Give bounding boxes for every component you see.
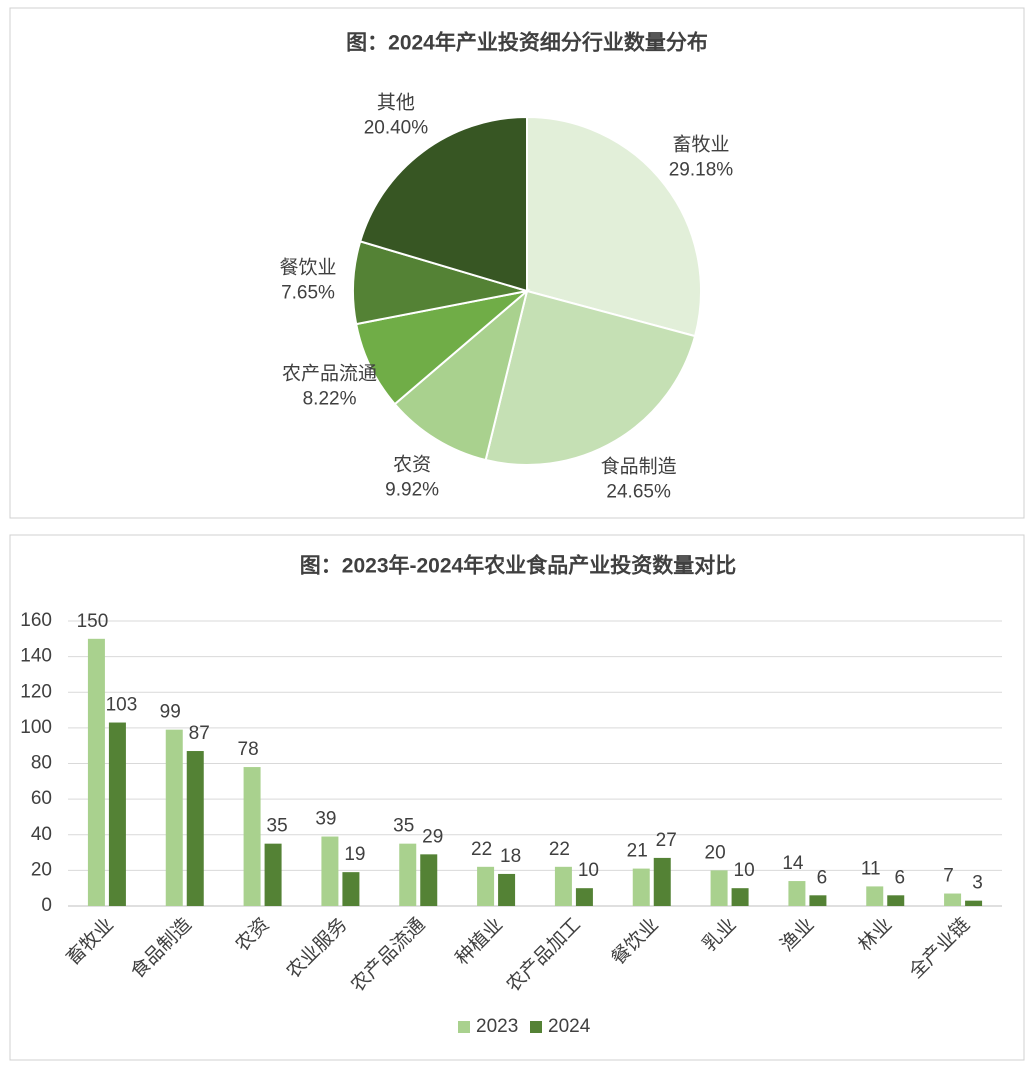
bar-value-label: 22: [549, 839, 570, 860]
y-tick-label: 80: [31, 753, 52, 774]
bar-value-label: 19: [344, 844, 365, 865]
bar-value-label: 78: [238, 739, 259, 760]
pie-slice: [393, 288, 529, 462]
bar-value-label: 27: [656, 830, 677, 851]
y-tick-label: 160: [20, 610, 52, 631]
pie-slice: [358, 115, 528, 293]
bar-value-label: 39: [315, 809, 336, 830]
bar: [632, 868, 650, 906]
pie-slice: [526, 115, 702, 338]
bar-value-label: 35: [393, 816, 414, 837]
slice-value-label: 29.18%: [669, 160, 734, 181]
bar-value-label: 21: [627, 841, 648, 862]
bar: [243, 767, 261, 906]
bar: [477, 866, 495, 906]
slice-label: 畜牧业: [672, 134, 729, 156]
bar-value-label: 11: [861, 858, 881, 879]
bar: [866, 886, 884, 906]
slice-value-label: 8.22%: [303, 388, 357, 409]
bar-value-label: 103: [106, 695, 138, 716]
legend-label: 2024: [548, 1016, 591, 1037]
bar-value-label: 14: [782, 853, 804, 874]
bar-value-label: 7: [943, 866, 954, 887]
bar-value-label: 29: [422, 826, 443, 847]
bar: [399, 843, 417, 906]
bar-value-label: 99: [160, 702, 181, 723]
slice-value-label: 9.92%: [385, 480, 439, 501]
slice-label: 农资: [393, 454, 431, 476]
pie-slice: [355, 289, 531, 406]
y-tick-label: 0: [41, 895, 52, 916]
bar-value-label: 3: [972, 873, 983, 894]
pie-slice: [484, 289, 697, 466]
bar: [186, 751, 204, 906]
slice-value-label: 24.65%: [606, 482, 671, 503]
bar: [653, 857, 671, 906]
bar: [887, 895, 905, 906]
legend-swatch: [530, 1021, 542, 1033]
bar-value-label: 22: [471, 839, 492, 860]
legend-label: 2023: [476, 1016, 518, 1037]
bar: [264, 843, 282, 906]
bar-value-label: 87: [189, 723, 210, 744]
bar: [944, 893, 962, 906]
bar: [554, 866, 572, 906]
bar: [731, 888, 749, 906]
bar: [788, 881, 806, 906]
bar: [575, 888, 593, 906]
slice-label: 餐饮业: [280, 256, 337, 278]
y-tick-label: 140: [20, 646, 52, 667]
slice-label: 农产品流通: [282, 362, 377, 384]
bar-value-label: 20: [705, 842, 726, 863]
y-tick-label: 120: [20, 681, 52, 702]
bar-value-label: 10: [578, 860, 599, 881]
bar: [87, 638, 105, 906]
bar: [165, 729, 183, 906]
bar: [321, 836, 339, 906]
legend-swatch: [458, 1021, 470, 1033]
pie-title: 图：2024年产业投资细分行业数量分布: [346, 31, 708, 55]
bar: [420, 854, 438, 906]
slice-label: 其他: [377, 91, 415, 113]
bar-value-label: 10: [734, 860, 755, 881]
bar: [710, 870, 728, 906]
bar: [498, 873, 516, 906]
bar-title: 图：2023年-2024年农业食品产业投资数量对比: [300, 554, 736, 578]
y-tick-label: 60: [31, 788, 52, 809]
bar: [342, 872, 360, 906]
slice-value-label: 7.65%: [281, 282, 335, 303]
bar: [108, 722, 126, 906]
slice-label: 食品制造: [601, 456, 677, 478]
y-tick-label: 100: [20, 717, 52, 738]
slice-value-label: 20.40%: [364, 117, 429, 138]
bar-value-label: 150: [77, 611, 109, 632]
bar-value-label: 18: [500, 846, 521, 867]
y-tick-label: 40: [31, 824, 52, 845]
y-tick-label: 20: [31, 859, 52, 880]
bar: [809, 895, 827, 906]
bar: [965, 900, 983, 906]
bar-value-label: 6: [894, 867, 905, 888]
bar-value-label: 35: [267, 816, 288, 837]
bar-value-label: 6: [817, 867, 828, 888]
